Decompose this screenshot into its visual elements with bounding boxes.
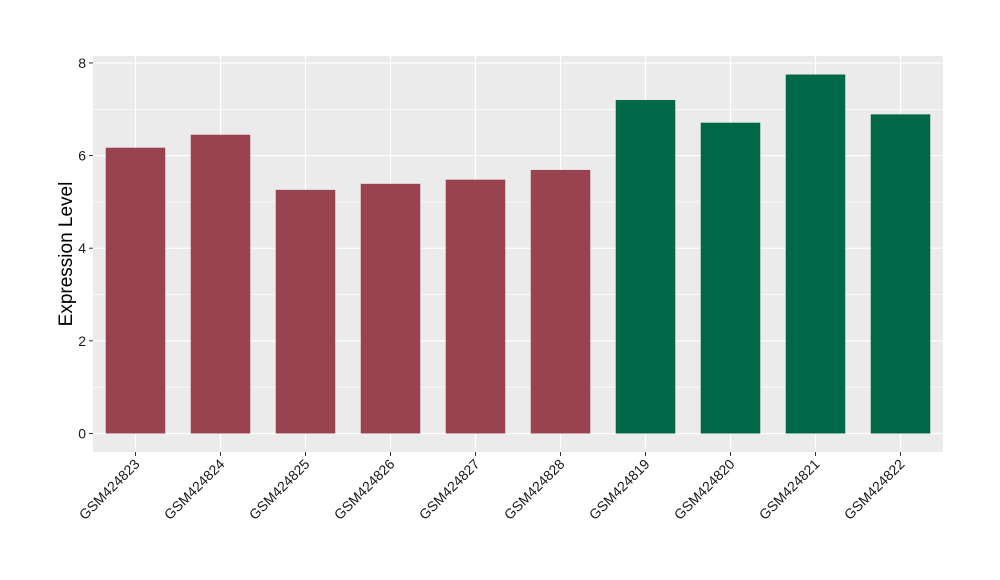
x-axis: GSM424823 GSM424824 GSM424825 GSM424826 GSM4… [76, 452, 908, 523]
x-tick-label: GSM424828 [501, 456, 568, 523]
bar [445, 179, 506, 434]
x-tick-label: GSM424824 [161, 456, 228, 523]
bar [870, 114, 931, 434]
bar [275, 189, 336, 434]
y-tick-label: 8 [78, 55, 86, 71]
y-tick-label: 2 [78, 333, 86, 349]
bar [105, 147, 166, 434]
bars [105, 74, 931, 434]
bar [190, 134, 251, 434]
x-tick-label: GSM424819 [586, 456, 653, 523]
y-tick-label: 4 [78, 240, 86, 256]
y-tick-label: 6 [78, 148, 86, 164]
x-tick-label: GSM424822 [841, 456, 908, 523]
bar [360, 183, 421, 434]
x-tick-label: GSM424821 [756, 456, 823, 523]
y-axis: 0 2 4 6 8 [78, 55, 93, 441]
y-axis-title: Expression Level [56, 182, 77, 327]
x-tick-label: GSM424825 [246, 456, 313, 523]
x-tick-label: GSM424823 [76, 456, 143, 523]
bar [530, 169, 591, 434]
y-tick-label: 0 [78, 425, 86, 441]
x-tick-label: GSM424827 [416, 456, 483, 523]
bar [700, 122, 761, 434]
x-tick-label: GSM424820 [671, 456, 738, 523]
x-tick-label: GSM424826 [331, 456, 398, 523]
bar [785, 74, 846, 434]
bar [615, 100, 676, 434]
